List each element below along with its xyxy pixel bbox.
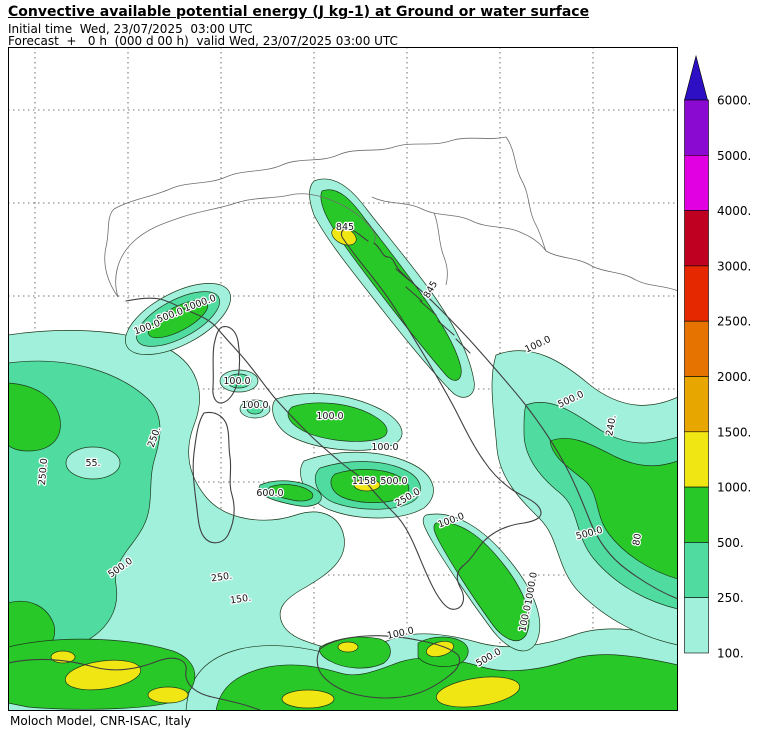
cape-contour-map: 8458451000.0500.0100.0100.0100.0250.55.2…: [7, 47, 679, 712]
africa-coastline: [7, 657, 263, 712]
contour-label: 250.: [210, 571, 232, 585]
colorbar-tick-label: 3000.: [717, 259, 751, 273]
colorbar-tick-label: 1000.: [717, 481, 751, 495]
colorbar-arrow: [684, 54, 708, 101]
contour-label: 100.0: [223, 376, 250, 387]
map-border: [8, 47, 678, 711]
corsica-coastline: [212, 326, 241, 404]
colorbar-legend: 6000. 5000. 4000. 3000. 2500. 2000. 1500. 1000.…: [684, 50, 760, 675]
colorbar-tick-label: 5000.: [717, 149, 751, 163]
map-canvas: 845 845 1000.0 500.0 100.0 100.0 100.0 250. 55. 2…: [7, 47, 679, 712]
colorbar-tick-label: 500.: [717, 536, 744, 550]
colorbar-tick-label: 1500.: [717, 425, 751, 439]
balkan-coastline: [373, 242, 679, 600]
contour-label: 240.: [604, 414, 619, 437]
model-credit: Moloch Model, CNR-ISAC, Italy: [10, 714, 192, 728]
contour-label: 1158: [352, 476, 376, 487]
contour-label: 150.: [229, 593, 251, 607]
colorbar-tick-label: 4000.: [717, 204, 751, 218]
initial-time-line: Initial time Wed, 23/07/2025 03:00 UTC: [8, 22, 253, 36]
colorbar-segment: [684, 155, 709, 211]
colorbar-tick-label: 250.: [717, 591, 744, 605]
colorbar-segment: [684, 99, 709, 156]
colorbar-segment: [684, 265, 709, 322]
contour-label: 55.: [85, 458, 100, 469]
contour-label: 100.0: [241, 400, 268, 411]
colorbar-tick-label: 100.: [717, 647, 744, 661]
colorbar-tick-label: 2500.: [717, 315, 751, 329]
colorbar-segment: [684, 486, 709, 543]
sicily-coastline: [316, 635, 461, 699]
forecast-line: Forecast + 0 h (000 d 00 h) valid Wed, 2…: [8, 34, 398, 48]
contour-label: 100.0: [371, 442, 398, 453]
colorbar-segment: [684, 431, 709, 488]
colorbar-segment: [684, 320, 709, 377]
contour-label: 100.0: [523, 334, 552, 355]
colorbar: 6000. 5000. 4000. 3000. 2500. 2000. 1500. 1000.…: [684, 54, 751, 661]
colorbar-segment: [684, 210, 709, 267]
contour-label: 600.0: [256, 488, 283, 499]
cape-fill-regions: [7, 178, 679, 712]
colorbar-segment: [684, 597, 709, 654]
country-borders: [104, 136, 679, 298]
sardinia-coastline: [192, 411, 235, 544]
contour-label: 80: [631, 533, 644, 547]
coastlines: [7, 227, 679, 712]
contour-label: 500.0: [380, 476, 407, 487]
contour-label: 250.0: [37, 458, 50, 486]
colorbar-tick-label: 6000.: [717, 94, 751, 108]
colorbar-tick-label: 2000.: [717, 370, 751, 384]
dalmatian-islands: [395, 268, 471, 354]
contour-label: 100.0: [316, 411, 343, 422]
colorbar-segment: [684, 376, 709, 433]
contour-label: 1000.0: [523, 571, 540, 606]
colorbar-segment: [684, 542, 709, 598]
contour-label: 845: [336, 222, 354, 233]
italy-coastline: [125, 227, 542, 610]
page-title: Convective available potential energy (J…: [8, 4, 590, 20]
